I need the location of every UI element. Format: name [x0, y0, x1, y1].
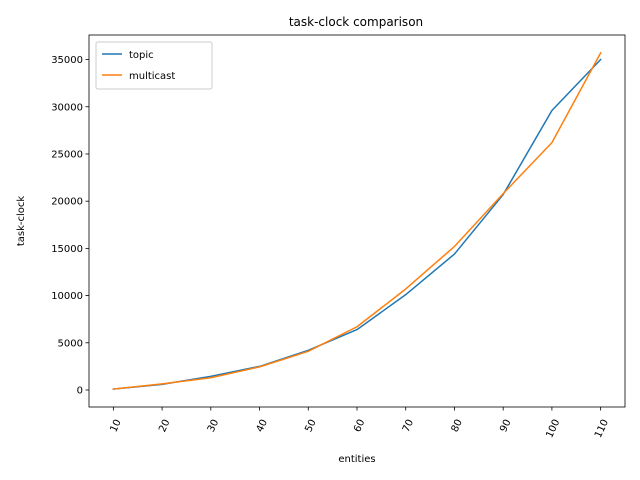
- x-tick-label: 90: [498, 418, 513, 434]
- y-tick-label: 10000: [51, 291, 83, 302]
- series-line-multicast: [112, 51, 602, 390]
- x-tick-label: 20: [157, 418, 172, 434]
- y-tick-label: 0: [77, 386, 83, 397]
- series-line-topic: [112, 58, 602, 390]
- plot-area: [112, 51, 602, 390]
- x-tick-label: 10: [108, 418, 123, 434]
- y-tick-label: 25000: [51, 149, 83, 160]
- y-tick-label: 35000: [51, 55, 83, 66]
- x-axis-label: entities: [338, 454, 375, 465]
- x-tick-label: 30: [206, 418, 221, 434]
- chart-title: task-clock comparison: [289, 15, 423, 29]
- x-tick-label: 60: [352, 418, 367, 434]
- x-tick-label: 70: [401, 418, 416, 434]
- y-axis-label: task-clock: [16, 196, 27, 247]
- x-tick-label: 50: [303, 418, 318, 434]
- y-tick-label: 15000: [51, 244, 83, 255]
- y-tick-label: 30000: [51, 102, 83, 113]
- legend: topic multicast: [95, 41, 213, 90]
- legend-box: [95, 41, 213, 90]
- y-tick-label: 5000: [58, 338, 83, 349]
- x-tick-label: 80: [450, 418, 465, 434]
- y-tick-label: 20000: [51, 197, 83, 208]
- x-tick-label: 40: [255, 418, 270, 434]
- legend-label-multicast: multicast: [129, 71, 175, 82]
- legend-label-topic: topic: [129, 50, 154, 61]
